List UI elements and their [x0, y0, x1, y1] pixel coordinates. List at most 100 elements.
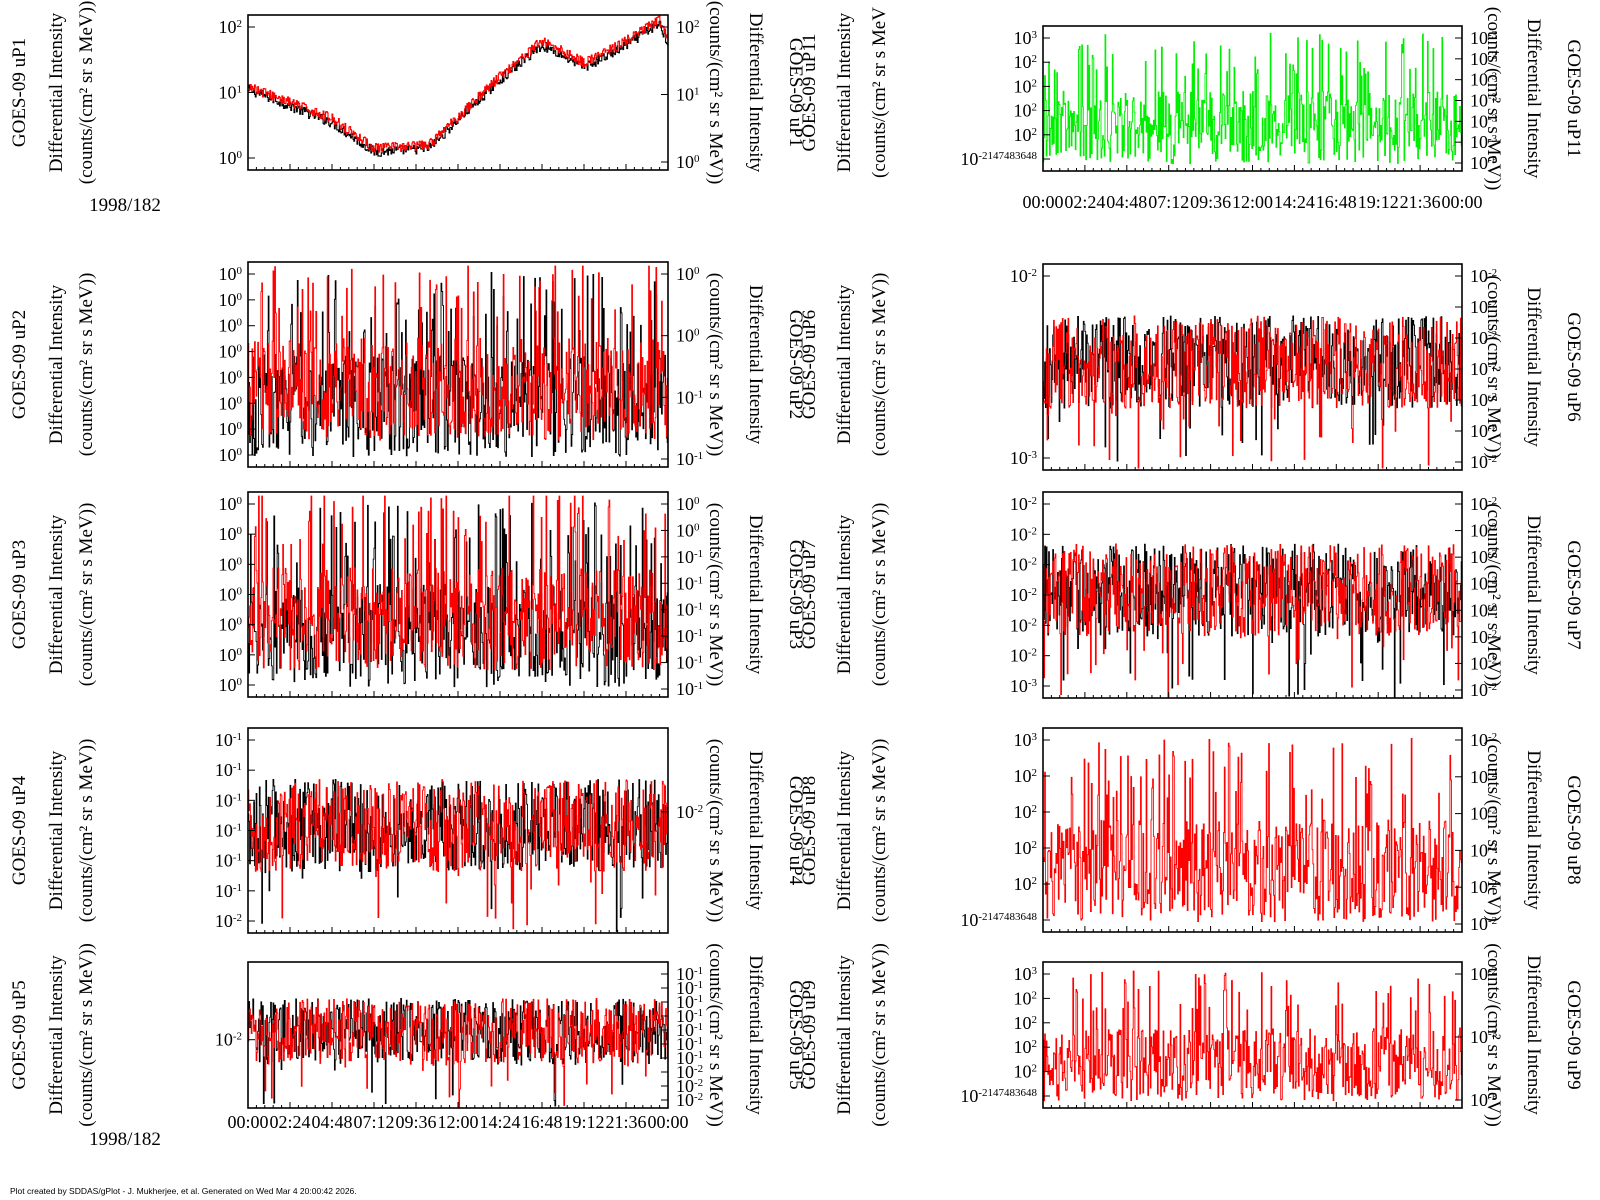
y-tick-label: 10-1 [215, 730, 242, 750]
right-y-tick-label: 100 [676, 264, 700, 284]
right-y-tick-label: 10-3 [1470, 28, 1498, 48]
outer-label-name: GOES-09 uP6 [799, 310, 820, 419]
x-tick-label: 19:12 [563, 1112, 604, 1132]
left-label-title-line: Differential Intensity [46, 955, 67, 1115]
y-tick-label: 10-1 [215, 881, 242, 901]
right-label-units-line: (counts/(cm² sr s MeV)) [1483, 738, 1504, 922]
y-tick-label: 10-2 [215, 911, 242, 931]
right-label-units: (counts/(cm² sr s MeV)) [705, 739, 726, 923]
right-label-uP3-line: GOES-09 uP3 [785, 540, 806, 649]
right-label-title-line: Differential Intensity [1523, 19, 1544, 179]
right-y-tick-label: 10-1 [676, 626, 703, 646]
outer-label-title-line: Differential Intensity [834, 514, 855, 674]
right-label-title: Differential Intensity [1523, 955, 1544, 1115]
left-label-units-line: (counts/(cm² sr s MeV)) [76, 1, 97, 185]
right-y-tick-label: 10-1 [676, 992, 703, 1012]
left-label-title: Differential Intensity [46, 284, 67, 444]
y-tick-label: 102 [1014, 101, 1038, 121]
right-y-tick-label: 10-1 [676, 547, 703, 567]
series-black [248, 778, 669, 932]
x-tick-label: 07:12 [1148, 192, 1189, 212]
outer-label-units: (counts/(cm² sr s MeV)) [869, 739, 890, 923]
right-y-tick-label: 10-2 [1470, 877, 1497, 897]
left-label-units: (counts/(cm² sr s MeV)) [76, 273, 97, 457]
x-tick-label: 21:36 [1400, 192, 1441, 212]
right-label-uP3: GOES-09 uP3 [785, 540, 806, 649]
y-tick-label: 10-2 [1010, 524, 1037, 544]
series-red [248, 779, 669, 930]
right-label-title: Differential Intensity [1523, 19, 1544, 179]
series-black [248, 20, 669, 157]
right-label-title: Differential Intensity [745, 955, 766, 1115]
y-tick-label: 100 [219, 419, 243, 439]
right-y-tick-label: 10-1 [676, 964, 703, 984]
series-red [248, 998, 669, 1109]
right-label-uP2: GOES-09 uP2 [785, 310, 806, 419]
y-tick-label: 100 [219, 494, 243, 514]
y-tick-label: 100 [219, 645, 243, 665]
left-label-uP1: GOES-09 uP1 [9, 38, 30, 147]
right-label-uP6-line: GOES-09 uP6 [1563, 312, 1584, 421]
right-y-tick-label: 10-1 [676, 679, 703, 699]
panel-uP7 [1042, 491, 1463, 699]
right-label-units-line: (counts/(cm² sr s MeV)) [1483, 7, 1504, 191]
right-label-units: (counts/(cm² sr s MeV)) [1483, 7, 1504, 191]
outer-label-units: (counts/(cm² sr s MeV)) [869, 943, 890, 1127]
right-y-tick-label: 10-2 [1470, 914, 1497, 934]
left-label-title-line: Differential Intensity [46, 12, 67, 172]
y-tick-label: 102 [1014, 1037, 1038, 1057]
y-tick-label: 100 [219, 264, 243, 284]
y-tick-label: 102 [1014, 802, 1038, 822]
outer-label-name-line: GOES-09 uP7 [799, 540, 820, 649]
series-red [248, 15, 669, 153]
y-tick-label: 10-2 [1010, 555, 1037, 575]
right-y-tick-label: 100 [676, 152, 700, 172]
y-tick-label: 100 [219, 585, 243, 605]
right-label-uP11-line: GOES-09 uP11 [1563, 39, 1584, 157]
series-red [1043, 315, 1463, 469]
right-label-uP9-line: GOES-09 uP9 [1563, 980, 1584, 1089]
right-y-tick-label: 10-1 [676, 1048, 703, 1068]
right-y-tick-label: 10-2 [1470, 547, 1497, 567]
y-tick-label: 10-1 [215, 790, 242, 810]
right-y-tick-label: 10-1 [676, 573, 703, 593]
left-label-title: Differential Intensity [46, 12, 67, 172]
right-label-uP7: GOES-09 uP7 [1563, 540, 1584, 649]
date-label: 1998/182 [89, 195, 161, 216]
right-y-tick-label: 100 [676, 494, 700, 514]
right-y-tick-label: 10-1 [676, 600, 703, 620]
outer-label-title: Differential Intensity [834, 284, 855, 444]
right-y-tick-label: 10-2 [1470, 680, 1497, 700]
y-tick-label: 100 [219, 554, 243, 574]
y-tick-label: 103 [1014, 964, 1038, 984]
right-label-title: Differential Intensity [745, 285, 766, 445]
y-tick-label: 103 [1014, 730, 1038, 750]
right-label-uP5-line: GOES-09 uP5 [785, 980, 806, 1089]
right-y-tick-label: 10-2 [1470, 574, 1497, 594]
y-tick-label: 102 [1014, 874, 1038, 894]
right-y-tick-label: 10-2 [1470, 767, 1497, 787]
left-label-title: Differential Intensity [46, 750, 67, 910]
right-y-tick-label: 10-2 [1470, 359, 1497, 379]
x-tick-label: 12:00 [437, 1112, 478, 1132]
left-label-uP3-line: GOES-09 uP3 [9, 540, 30, 649]
right-label-units: (counts/(cm² sr s MeV)) [705, 503, 726, 687]
right-y-tick-label: 10-3 [1470, 1090, 1498, 1110]
right-label-uP11: GOES-09 uP11 [1563, 39, 1584, 157]
x-tick-label: 07:12 [353, 1112, 394, 1132]
y-tick-label: 10-1 [215, 851, 242, 871]
x-tick-label: 04:48 [1106, 192, 1147, 212]
right-y-tick-label: 10-2 [1470, 328, 1497, 348]
x-tick-label: 09:36 [1190, 192, 1231, 212]
left-label-uP5-line: GOES-09 uP5 [9, 980, 30, 1089]
right-y-tick-label: 10-1 [676, 449, 703, 469]
right-label-uP6: GOES-09 uP6 [1563, 312, 1584, 421]
right-y-tick-label: 10-2 [676, 1090, 703, 1110]
x-tick-label: 12:00 [1232, 192, 1273, 212]
outer-label-name: GOES-09 uP7 [799, 540, 820, 649]
right-label-title-line: Differential Intensity [1523, 287, 1544, 447]
right-y-tick-label: 100 [676, 326, 700, 346]
y-tick-label: 100 [219, 290, 243, 310]
y-tick-label: 10-2 [1010, 266, 1037, 286]
left-label-title-line: Differential Intensity [46, 750, 67, 910]
